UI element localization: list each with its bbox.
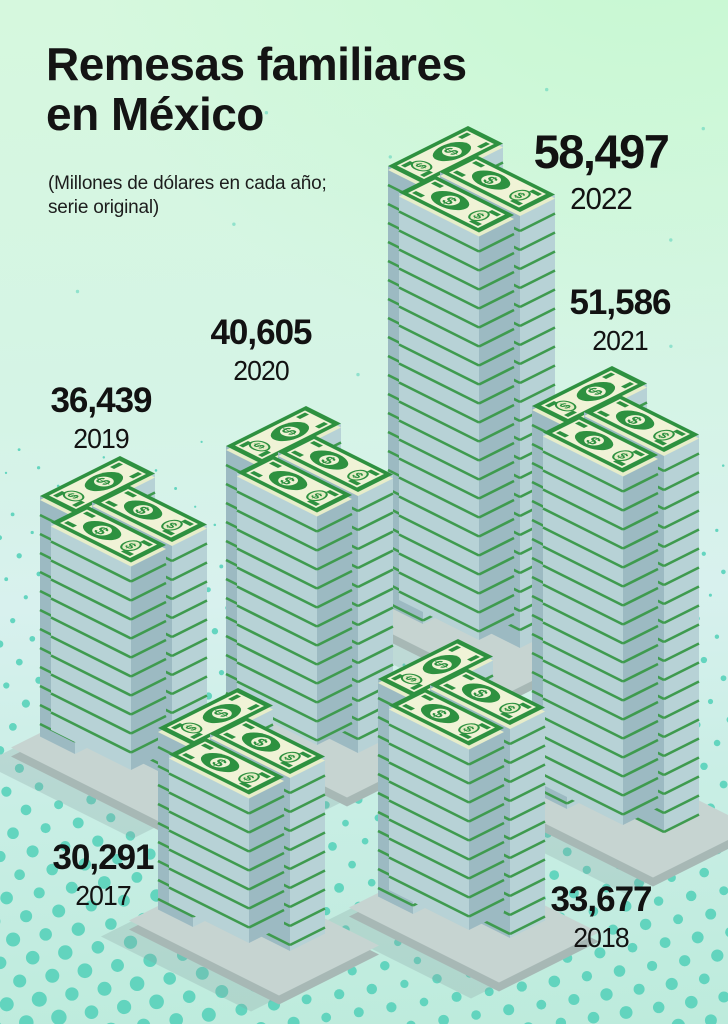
value-2019: 36,439 bbox=[50, 381, 152, 420]
svg-text:$: $ bbox=[121, 541, 140, 550]
year-2018: 2018 bbox=[573, 922, 629, 953]
tower-2018: $$$$$$ bbox=[321, 639, 599, 999]
year-2017: 2017 bbox=[75, 880, 131, 911]
subtitle-line-2: serie original) bbox=[48, 197, 160, 219]
svg-text:$: $ bbox=[459, 724, 478, 733]
year-2019: 2019 bbox=[73, 423, 129, 454]
svg-text:$: $ bbox=[500, 704, 519, 713]
svg-text:$: $ bbox=[556, 401, 575, 410]
svg-text:$: $ bbox=[280, 753, 299, 762]
page-title: Remesas familiares en México bbox=[46, 38, 467, 140]
value-2021: 51,586 bbox=[569, 283, 671, 322]
value-label-2019: 36,439 2019 bbox=[50, 381, 152, 455]
title-line-1: Remesas familiares bbox=[46, 38, 467, 90]
svg-text:$: $ bbox=[250, 441, 269, 450]
svg-text:$: $ bbox=[613, 451, 632, 460]
title-line-2: en México bbox=[46, 87, 264, 140]
value-2018: 33,677 bbox=[550, 880, 652, 919]
value-label-2022: 58,497 2022 bbox=[533, 124, 670, 217]
tower-2017: $$$$$$ bbox=[101, 688, 379, 1012]
svg-text:$: $ bbox=[348, 471, 367, 480]
svg-text:$: $ bbox=[239, 773, 258, 782]
chart-subtitle: (Millones de dólares en cada año; serie … bbox=[48, 172, 327, 221]
tower-2021: $$$$$$ bbox=[475, 366, 728, 894]
year-2021: 2021 bbox=[592, 325, 648, 356]
value-2022: 58,497 bbox=[533, 125, 670, 178]
value-2017: 30,291 bbox=[52, 838, 154, 877]
value-label-2018: 33,677 2018 bbox=[550, 880, 652, 954]
svg-text:$: $ bbox=[412, 161, 431, 170]
value-label-2020: 40,605 2020 bbox=[210, 313, 312, 387]
svg-text:$: $ bbox=[469, 211, 488, 220]
svg-text:$: $ bbox=[654, 431, 673, 440]
year-2020: 2020 bbox=[233, 355, 289, 386]
svg-text:$: $ bbox=[402, 674, 421, 683]
svg-text:$: $ bbox=[182, 723, 201, 732]
svg-text:$: $ bbox=[307, 491, 326, 500]
year-2022: 2022 bbox=[570, 181, 633, 216]
svg-text:$: $ bbox=[510, 191, 529, 200]
svg-text:$: $ bbox=[162, 521, 181, 530]
subtitle-line-1: (Millones de dólares en cada año; bbox=[48, 173, 327, 194]
svg-text:$: $ bbox=[64, 491, 83, 500]
value-label-2017: 30,291 2017 bbox=[52, 838, 154, 912]
value-label-2021: 51,586 2021 bbox=[569, 283, 671, 357]
value-2020: 40,605 bbox=[210, 313, 312, 352]
